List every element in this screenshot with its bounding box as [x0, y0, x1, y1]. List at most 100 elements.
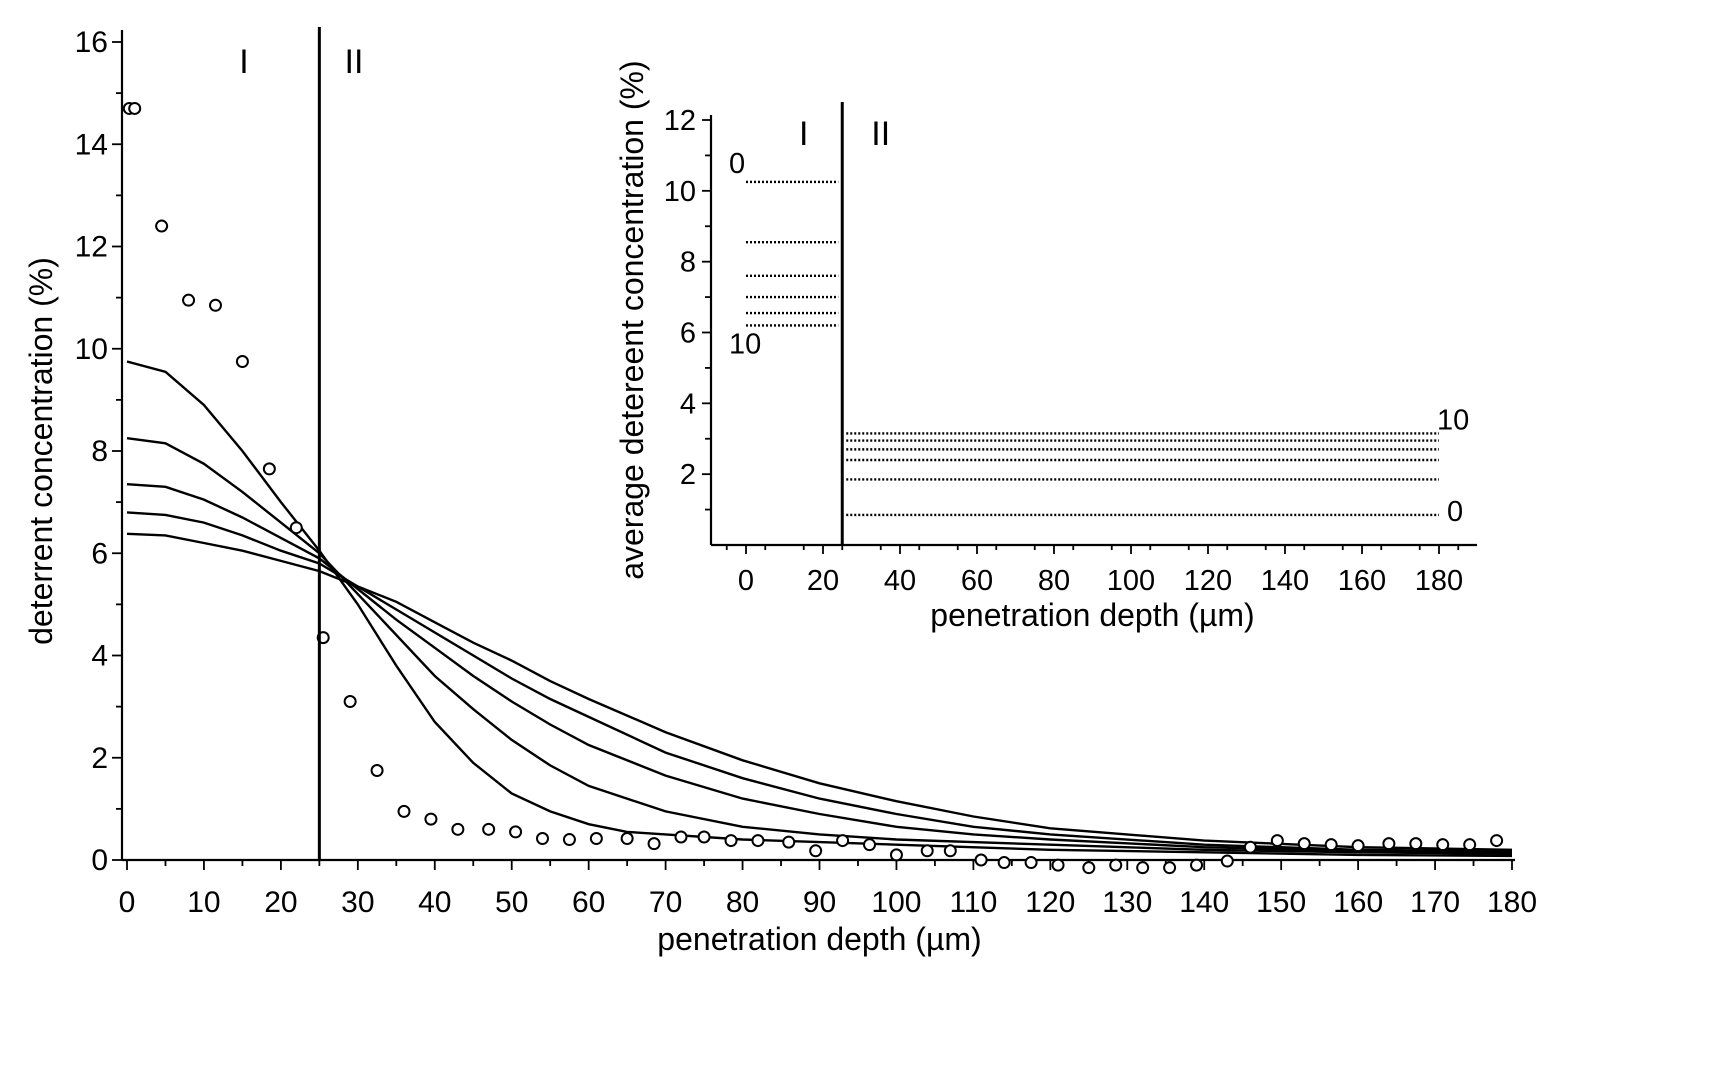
data-point: [536, 832, 549, 846]
inset-x-axis-title: penetration depth (µm): [930, 597, 1254, 633]
data-point: [1190, 858, 1204, 872]
main-x-tick-label: 180: [1487, 886, 1537, 919]
data-point: [782, 835, 796, 849]
inset-annotation-region1-top: 0: [729, 148, 745, 180]
main-x-tick-label: 100: [871, 886, 921, 919]
data-point: [1270, 834, 1284, 848]
data-point: [1382, 837, 1396, 851]
inset-annotation-region2-bottom: 0: [1447, 496, 1463, 528]
data-point: [889, 848, 903, 862]
data-point: [509, 825, 523, 839]
model-curve-4: [126, 511, 1513, 853]
data-point: [724, 834, 738, 848]
main-x-tick-label: 50: [495, 886, 528, 919]
main-x-tick-label: 80: [726, 886, 759, 919]
data-point: [482, 822, 496, 836]
inset-x-tick-label: 20: [807, 565, 839, 597]
main-x-tick-label: 110: [949, 886, 997, 919]
main-y-tick-label: 10: [75, 333, 108, 366]
data-point: [589, 832, 603, 846]
inset-region-label-2: II: [871, 115, 890, 153]
data-point: [1351, 839, 1365, 853]
data-point: [262, 462, 276, 476]
inset-x-tick-label: 40: [884, 565, 916, 597]
main-markers: [122, 101, 1504, 875]
data-point: [1109, 858, 1123, 872]
main-y-tick-label: 8: [91, 435, 108, 468]
main-x-tick-label: 140: [1179, 886, 1229, 919]
data-point: [397, 804, 411, 818]
inset-x-tick-label: 0: [738, 565, 754, 597]
data-point: [343, 695, 357, 709]
data-point: [620, 832, 634, 846]
main-region-label-1: I: [239, 43, 248, 81]
data-point: [424, 812, 438, 826]
main-y-tick-label: 4: [91, 640, 108, 673]
model-curve-5: [126, 532, 1513, 851]
inset-y-tick-label: 4: [680, 388, 696, 420]
main-x-tick-label: 30: [341, 886, 374, 919]
data-point: [451, 822, 465, 836]
inset-annotation-region2-top: 10: [1437, 404, 1469, 436]
inset-x-tick-label: 100: [1107, 565, 1155, 597]
data-point: [674, 830, 688, 844]
main-x-tick-label: 40: [418, 886, 451, 919]
main-y-tick-label: 16: [75, 26, 108, 59]
inset-region-label-1: I: [799, 115, 808, 153]
data-point: [697, 830, 711, 844]
data-point: [836, 834, 850, 848]
data-point: [1163, 861, 1177, 875]
inset-y-tick-label: 2: [680, 459, 696, 491]
data-point: [128, 101, 142, 115]
data-point: [1490, 834, 1504, 848]
main-x-tick-label: 60: [572, 886, 605, 919]
data-point: [155, 219, 169, 233]
data-point: [182, 293, 196, 307]
main-curves: [126, 360, 1513, 858]
data-point: [235, 355, 249, 369]
data-point: [1051, 858, 1065, 872]
inset-x-tick-label: 180: [1415, 565, 1463, 597]
inset-y-axis-title: average detereent concentration (%): [614, 60, 650, 579]
main-y-tick-label: 14: [75, 128, 108, 161]
main-x-tick-label: 170: [1410, 886, 1460, 919]
inset-level-lines: [746, 180, 1439, 517]
inset-y-tick-label: 8: [680, 247, 696, 279]
main-y-tick-label: 6: [91, 537, 108, 570]
inset-y-tick-label: 12: [664, 105, 696, 137]
main-x-axis-title: penetration depth (µm): [657, 921, 981, 957]
inset-x-tick-label: 140: [1261, 565, 1309, 597]
inset-y-tick-label: 6: [680, 318, 696, 350]
data-point: [809, 844, 823, 858]
main-y-tick-label: 2: [91, 742, 108, 775]
main-y-axis-title: deterrent concentration (%): [23, 257, 59, 645]
data-point: [1297, 837, 1311, 851]
main-x-tick-label: 150: [1256, 886, 1306, 919]
inset-x-tick-label: 80: [1038, 565, 1070, 597]
data-point: [920, 844, 934, 858]
inset-y-tick-label: 10: [664, 176, 696, 208]
model-curve-3: [126, 483, 1513, 854]
model-curve-2: [126, 437, 1513, 856]
inset-x-tick-label: 160: [1338, 565, 1386, 597]
data-point: [1082, 861, 1096, 875]
data-point: [1136, 861, 1150, 875]
data-point: [863, 838, 877, 852]
data-point: [1436, 838, 1450, 852]
data-point: [943, 844, 957, 858]
data-point: [1409, 837, 1423, 851]
data-point: [751, 834, 765, 848]
data-point: [1463, 838, 1477, 852]
main-x-tick-label: 130: [1102, 886, 1152, 919]
inset-annotation-region1-bottom: 10: [729, 328, 761, 360]
data-point: [1024, 856, 1038, 870]
data-point: [997, 856, 1011, 870]
data-point: [370, 764, 384, 778]
main-x-tick-label: 0: [119, 886, 136, 919]
data-point: [1324, 838, 1338, 852]
data-point: [647, 837, 661, 851]
